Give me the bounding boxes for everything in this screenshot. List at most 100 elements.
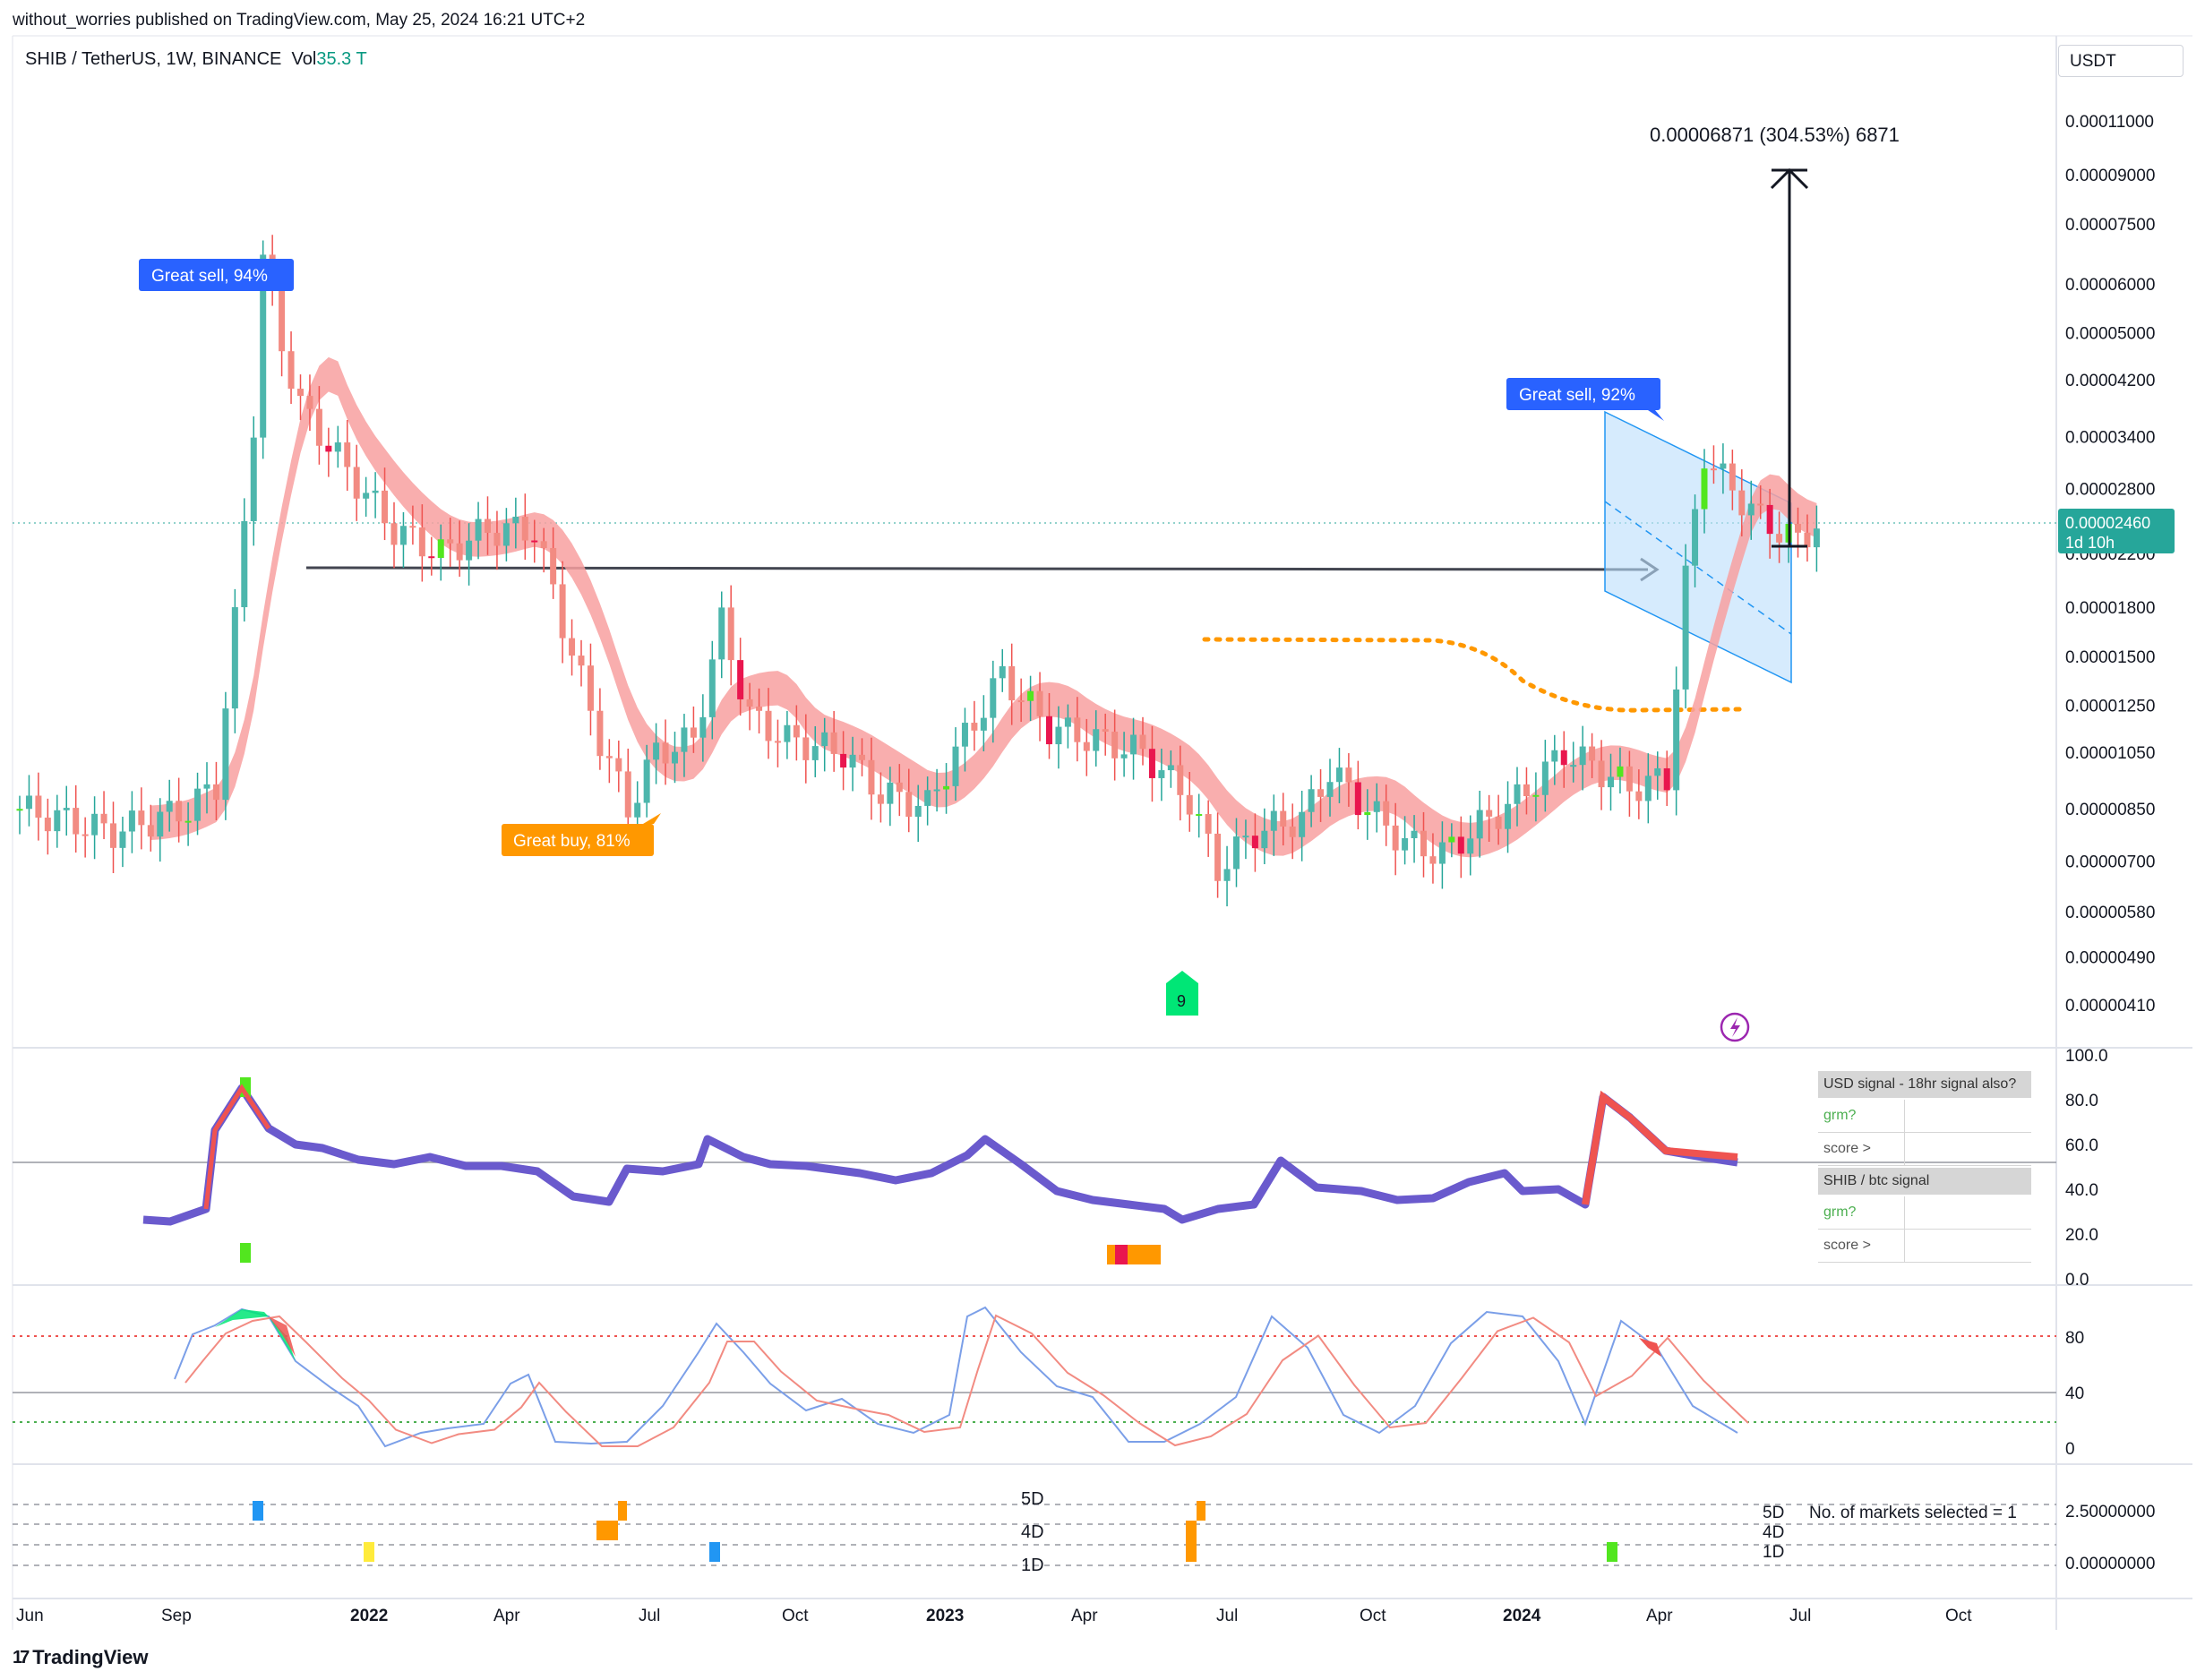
candle-body (1804, 532, 1811, 548)
stoch-tick: 80 (2065, 1329, 2084, 1348)
candle-body (802, 737, 810, 760)
candle-body (1541, 761, 1549, 795)
osc-tick: 40.0 (2065, 1181, 2098, 1200)
candle-body (409, 526, 416, 528)
candle-body (596, 710, 604, 757)
great-sell-annotation-1[interactable]: Great sell, 94% (139, 259, 297, 299)
candle-body (1514, 784, 1521, 804)
candle-body (485, 519, 491, 533)
candle-body (212, 784, 219, 801)
candle-body (905, 792, 913, 818)
candle-body (634, 802, 641, 818)
great-sell-label-2: Great sell, 92% (1519, 386, 1635, 405)
great-sell-label-1: Great sell, 94% (151, 267, 268, 286)
candle-body (110, 823, 116, 848)
candle-body (54, 810, 61, 832)
count-badge[interactable]: 9 (1166, 971, 1198, 1016)
candle-body (1532, 794, 1540, 797)
right-label-5d: 5D (1763, 1504, 1784, 1522)
candle-body (980, 717, 987, 731)
candle-body (390, 523, 398, 545)
candle-body (1233, 836, 1240, 870)
stoch-tick: 40 (2065, 1384, 2084, 1403)
candle-body (569, 638, 576, 656)
logo-mark-icon: 17 (13, 1647, 30, 1667)
candle-body (914, 805, 922, 818)
signal-marker (240, 1243, 251, 1263)
candle-body (1448, 836, 1455, 843)
candle-body (493, 532, 501, 546)
tradingview-logo[interactable]: 17 TradingView (13, 1646, 148, 1669)
candle-body (999, 665, 1006, 679)
candle-body (624, 771, 631, 818)
candle-body (399, 526, 407, 545)
price-axis[interactable]: 0.00011000 0.00009000 0.00007500 0.00006000… (2065, 113, 2155, 1016)
great-buy-annotation[interactable]: Great buy, 81% (502, 813, 661, 856)
row-label-5d: 5D (1021, 1489, 1044, 1509)
great-sell-annotation-2[interactable]: Great sell, 92% (1506, 378, 1664, 421)
candle-body (287, 351, 295, 390)
osc-tick: 20.0 (2065, 1226, 2098, 1245)
price-tick: 0.00001800 (2065, 599, 2155, 618)
candle-body (840, 753, 847, 768)
candle-body (44, 818, 51, 832)
candle-body (1299, 811, 1306, 837)
candle-body (643, 759, 650, 803)
currency-selector[interactable]: USDT (2058, 45, 2184, 77)
candle-body (587, 665, 594, 711)
candle-body (1214, 833, 1222, 881)
candle-body (690, 727, 697, 738)
candle-body (1635, 791, 1643, 801)
candle-body (1654, 767, 1661, 776)
candle-body (1036, 690, 1043, 716)
candle-body (428, 556, 435, 559)
candle-body (25, 795, 32, 810)
stochastic-axis: 80 40 0 (2065, 1329, 2084, 1459)
candle-body (1626, 766, 1633, 792)
support-line[interactable] (305, 566, 1649, 571)
candle-body (1383, 801, 1390, 826)
candle-body (578, 656, 585, 666)
grm-label: grm? (1818, 1196, 1905, 1229)
time-tick: 2024 (1503, 1607, 1541, 1625)
candle-body (1280, 810, 1287, 827)
candle-body (1017, 700, 1025, 703)
candle-body (1093, 729, 1100, 751)
candle-body (1148, 749, 1155, 778)
candle-body (1289, 826, 1296, 837)
candle-body (382, 490, 389, 524)
candle-body (1766, 504, 1773, 535)
candle-body (1486, 810, 1493, 817)
candle-body (306, 396, 313, 409)
candle-body (1373, 801, 1380, 812)
candle-body (1738, 490, 1746, 516)
signal-header-btc: SHIB / btc signal (1818, 1168, 2031, 1195)
candle-body (1467, 838, 1474, 854)
candle-body (615, 758, 622, 772)
candle-body (746, 699, 753, 707)
candle-body (1457, 836, 1464, 854)
price-tick: 0.00000490 (2065, 949, 2155, 968)
candle-body (1317, 789, 1325, 797)
time-axis[interactable]: Jun Sep 2022 Apr Jul Oct 2023 Apr Jul Oct 2024 Apr J… (16, 1607, 1972, 1625)
candle-body (756, 707, 763, 711)
symbol-legend[interactable]: SHIB / TetherUS, 1W, BINANCE Vol35.3 T (25, 49, 367, 70)
time-tick: Apr (493, 1607, 520, 1625)
candle-body (896, 782, 903, 793)
lightning-icon[interactable] (1720, 1012, 1750, 1042)
candle-body (138, 810, 145, 826)
candle-body (708, 659, 716, 717)
price-tick: 0.00005000 (2065, 325, 2155, 344)
price-tick: 0.00004200 (2065, 372, 2155, 390)
candle-body (952, 746, 959, 786)
candle-body (990, 678, 997, 718)
price-tick: 0.00000850 (2065, 801, 2155, 819)
candle-body (35, 795, 42, 819)
candle-body (1392, 825, 1399, 851)
candle-body (63, 808, 70, 810)
candle-body (1167, 765, 1174, 771)
projection-dotted-line[interactable] (1202, 637, 1745, 713)
candle-body (1579, 746, 1586, 766)
symbol-pair: SHIB / TetherUS, 1W, BINANCE (25, 49, 282, 69)
